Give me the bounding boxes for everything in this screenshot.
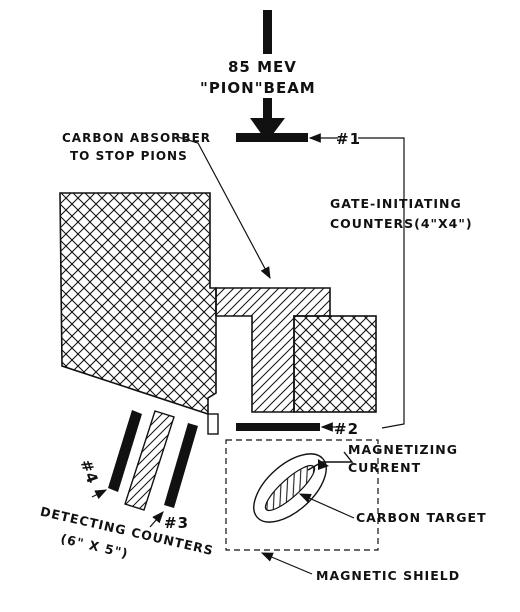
gate-bracket [358,137,405,429]
absorber-slab [124,410,175,511]
detecting-counter-4 [108,410,142,492]
beam-label-line1: 85 MEV [228,58,297,76]
shield-pointer [260,552,313,575]
counter-1-label: #1 [336,130,361,148]
absorber-pointer [177,136,271,280]
counter-2 [236,423,320,431]
counter-3-pointer [149,511,164,528]
absorber-label-line2: TO STOP PIONS [70,149,188,163]
target-pointer [298,493,355,519]
counter-4-label: #4 [76,457,101,487]
shielding-block [59,192,217,416]
magnetizing-current-arrow [318,459,329,470]
magnetic-shield [225,439,379,551]
magnetizing-label-line1: MAGNETIZING [348,442,458,457]
detecting-counter-3 [164,423,198,508]
beam-arrow-shaft [263,98,272,120]
counter-1 [236,133,308,142]
absorber-label-line1: CARBON ABSORBER [62,131,211,145]
carbon-absorber [215,287,331,413]
gate-label-line2: COUNTERS(4"X4") [330,216,473,231]
counter-4-pointer [91,489,108,500]
beam-shaft [263,10,272,54]
magnetizing-current-line [307,451,354,471]
magnetizing-label-line2: CURRENT [348,460,421,475]
right-shielding-block [293,315,377,413]
counter-2-label: #2 [334,420,359,438]
target-label: CARBON TARGET [356,510,487,525]
beam-label-line2: "PION"BEAM [200,79,316,97]
gate-label-line1: GATE-INITIATING [330,196,462,211]
shield-label: MAGNETIC SHIELD [316,568,460,583]
counter-3-label: #3 [164,514,189,532]
collimator-notch [207,413,219,435]
beam-arrow-head [250,118,285,142]
